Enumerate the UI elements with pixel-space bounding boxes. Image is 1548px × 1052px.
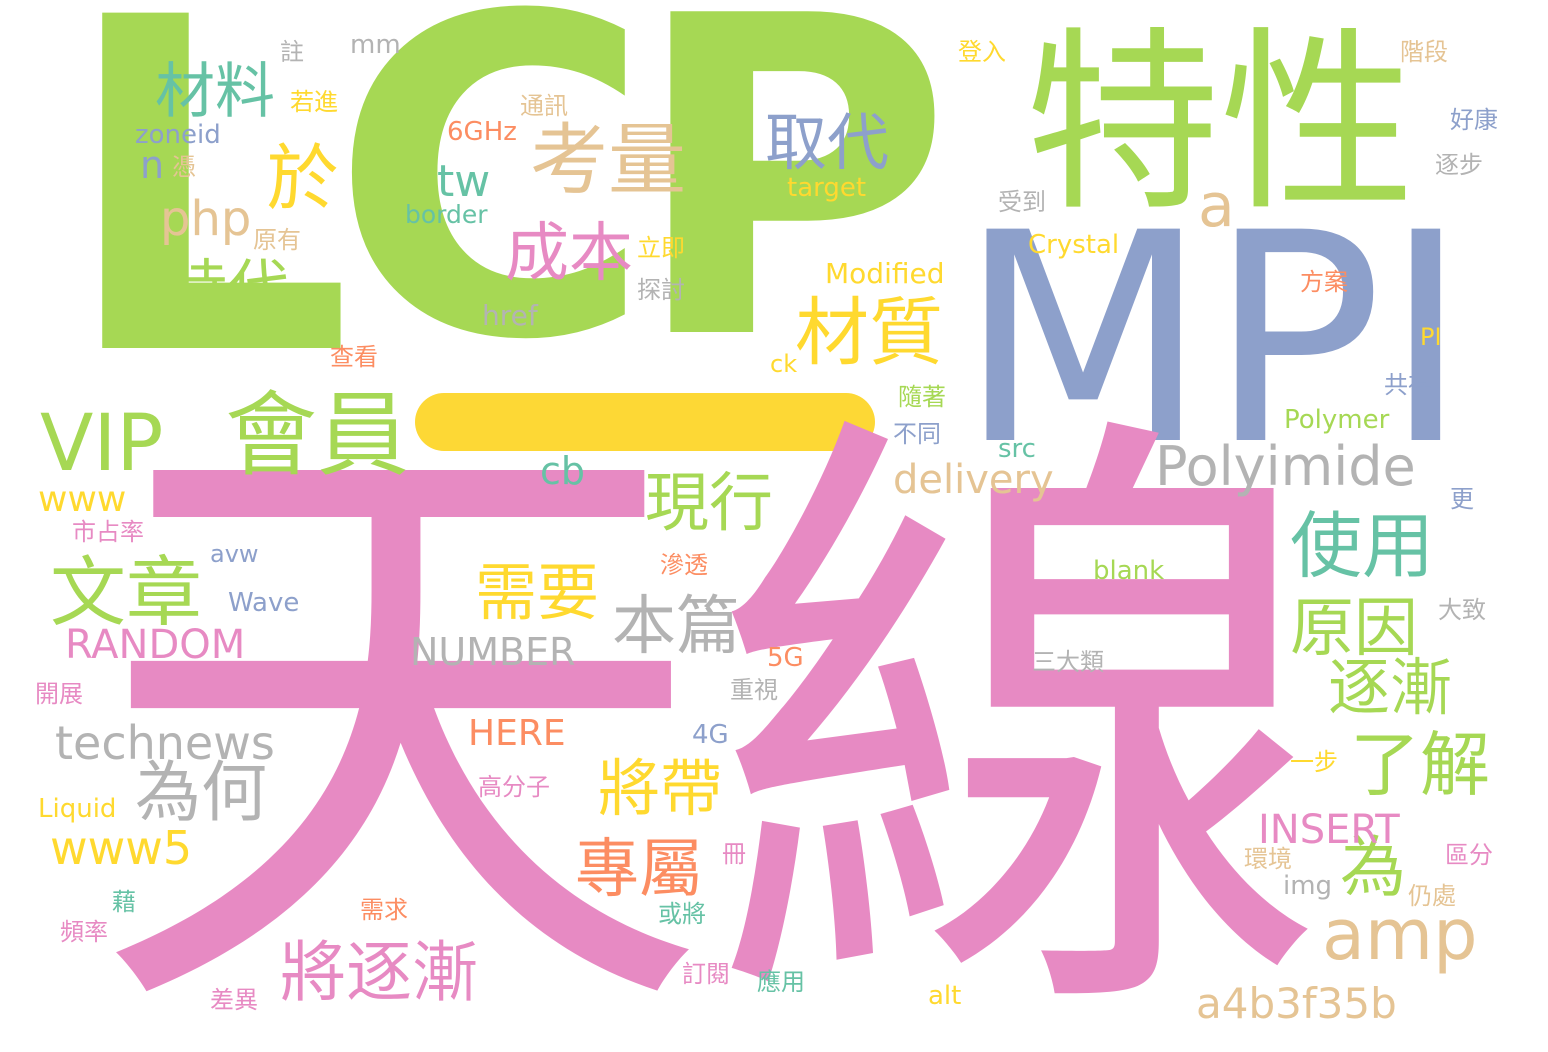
word-caizhi: 材質 bbox=[795, 296, 943, 370]
word-shiyong: 使用 bbox=[1290, 510, 1434, 582]
word-wave: Wave bbox=[228, 590, 299, 616]
word-kaoliang: 考量 bbox=[530, 122, 686, 200]
word-insert: INSERT bbox=[1258, 810, 1400, 850]
word-chakan: 查看 bbox=[330, 345, 378, 369]
word-gongcun: 共存 bbox=[1384, 373, 1432, 397]
word-liji: 立即 bbox=[637, 236, 685, 260]
word-qufen: 區分 bbox=[1445, 843, 1493, 867]
word-shoudao: 受到 bbox=[998, 190, 1046, 214]
word-shidai: 時代 bbox=[165, 258, 289, 320]
word-border: border bbox=[405, 202, 488, 227]
word-jiangdai: 將帶 bbox=[598, 758, 722, 820]
word-ji: 藉 bbox=[112, 890, 136, 914]
word-polyimide: Polyimide bbox=[1155, 440, 1416, 494]
word-zhongshi: 重視 bbox=[730, 678, 778, 702]
word-dingyue: 訂閱 bbox=[682, 962, 730, 986]
word-tongxun: 通訊 bbox=[520, 94, 568, 118]
word-ce: 冊 bbox=[722, 842, 746, 866]
word-ck: ck bbox=[770, 352, 797, 376]
word-dengru: 登入 bbox=[958, 40, 1006, 64]
word-wenzhang: 文章 bbox=[50, 555, 202, 631]
word-number: NUMBER bbox=[410, 633, 576, 671]
word-huojiang: 或將 bbox=[658, 902, 706, 926]
word-yibu: 一步 bbox=[1290, 750, 1338, 774]
word-kaizhan: 開展 bbox=[35, 682, 83, 706]
word-www5: www5 bbox=[50, 825, 192, 871]
word-tantao: 探討 bbox=[637, 278, 685, 302]
word-geng: 更 bbox=[1450, 487, 1474, 511]
word-haokang: 好康 bbox=[1450, 108, 1498, 132]
word-avw: avw bbox=[210, 542, 259, 566]
word-delivery: delivery bbox=[893, 460, 1054, 500]
word-xuyao: 需要 bbox=[475, 562, 599, 624]
word-zhuanshu: 專屬 bbox=[575, 838, 703, 902]
word-cb: cb bbox=[540, 452, 585, 490]
word-blank: blank bbox=[1093, 558, 1164, 584]
word-modified: Modified bbox=[825, 260, 944, 288]
word-img: img bbox=[1283, 873, 1332, 899]
word-huiyuan: 會員 bbox=[225, 390, 409, 482]
word-chayi: 差異 bbox=[210, 988, 258, 1012]
word-vip: VIP bbox=[40, 405, 163, 483]
word-dazhi: 大致 bbox=[1438, 598, 1486, 622]
word-shizhanlv: 市占率 bbox=[72, 520, 144, 544]
word-butong: 不同 bbox=[893, 422, 941, 446]
word-gaofenzi: 高分子 bbox=[478, 775, 550, 799]
word-qudai: 取代 bbox=[765, 112, 889, 174]
word-sandalei: 三大類 bbox=[1032, 650, 1104, 674]
word-6ghz: 6GHz bbox=[447, 119, 517, 145]
word-chengben: 成本 bbox=[505, 222, 633, 286]
word-php: php bbox=[160, 195, 251, 243]
word-pinlv: 頻率 bbox=[60, 920, 108, 944]
word-zhubu: 逐步 bbox=[1435, 153, 1483, 177]
word-liquid: Liquid bbox=[38, 796, 116, 822]
word-href: href bbox=[482, 302, 538, 330]
word-xianxing: 現行 bbox=[645, 472, 773, 536]
word-yingyong: 應用 bbox=[757, 970, 805, 994]
word-shentou: 滲透 bbox=[660, 553, 708, 577]
word-polymer: Polymer bbox=[1284, 407, 1389, 433]
word-www: www bbox=[38, 482, 126, 518]
word-alt: alt bbox=[928, 983, 961, 1009]
word-zoneid: zoneid bbox=[135, 122, 221, 148]
word-yu: 於 bbox=[260, 140, 332, 212]
word-technews: technews bbox=[55, 720, 275, 766]
word-jieduan: 階段 bbox=[1400, 40, 1448, 64]
word-zhu: 註 bbox=[280, 40, 304, 64]
word-benpian: 本篇 bbox=[612, 595, 740, 659]
word-pi: PI bbox=[1420, 325, 1442, 349]
word-fangan: 方案 bbox=[1300, 270, 1348, 294]
word-zhujian: 逐漸 bbox=[1328, 657, 1452, 719]
word-target: target bbox=[787, 175, 866, 201]
word-random: RANDOM bbox=[65, 625, 245, 665]
word-4g: 4G bbox=[692, 722, 729, 748]
word-a4b3f35b: a4b3f35b bbox=[1196, 983, 1397, 1025]
word-mm: mm bbox=[350, 32, 401, 58]
word-ping: 憑 bbox=[172, 155, 196, 179]
word-src: src bbox=[998, 436, 1036, 462]
word-here: HERE bbox=[468, 716, 566, 752]
word-amp: amp bbox=[1322, 900, 1478, 970]
word-rengchu: 仍處 bbox=[1408, 884, 1456, 908]
word-liaojie: 了解 bbox=[1350, 730, 1490, 800]
word-ruojin: 若進 bbox=[290, 90, 338, 114]
word-crystal: Crystal bbox=[1028, 232, 1119, 258]
word-jiangzhujian: 將逐漸 bbox=[280, 940, 478, 1006]
word-5g: 5G bbox=[767, 645, 804, 671]
word-cailiao: 材料 bbox=[155, 62, 275, 122]
word-tw: tw bbox=[437, 160, 490, 204]
word-suizhe: 隨著 bbox=[898, 385, 946, 409]
word-huanjing: 環境 bbox=[1244, 847, 1292, 871]
word-n: n bbox=[140, 146, 164, 184]
word-xuqiu: 需求 bbox=[360, 898, 408, 922]
word-a: a bbox=[1198, 176, 1235, 236]
word-yuanyou: 原有 bbox=[253, 228, 301, 252]
